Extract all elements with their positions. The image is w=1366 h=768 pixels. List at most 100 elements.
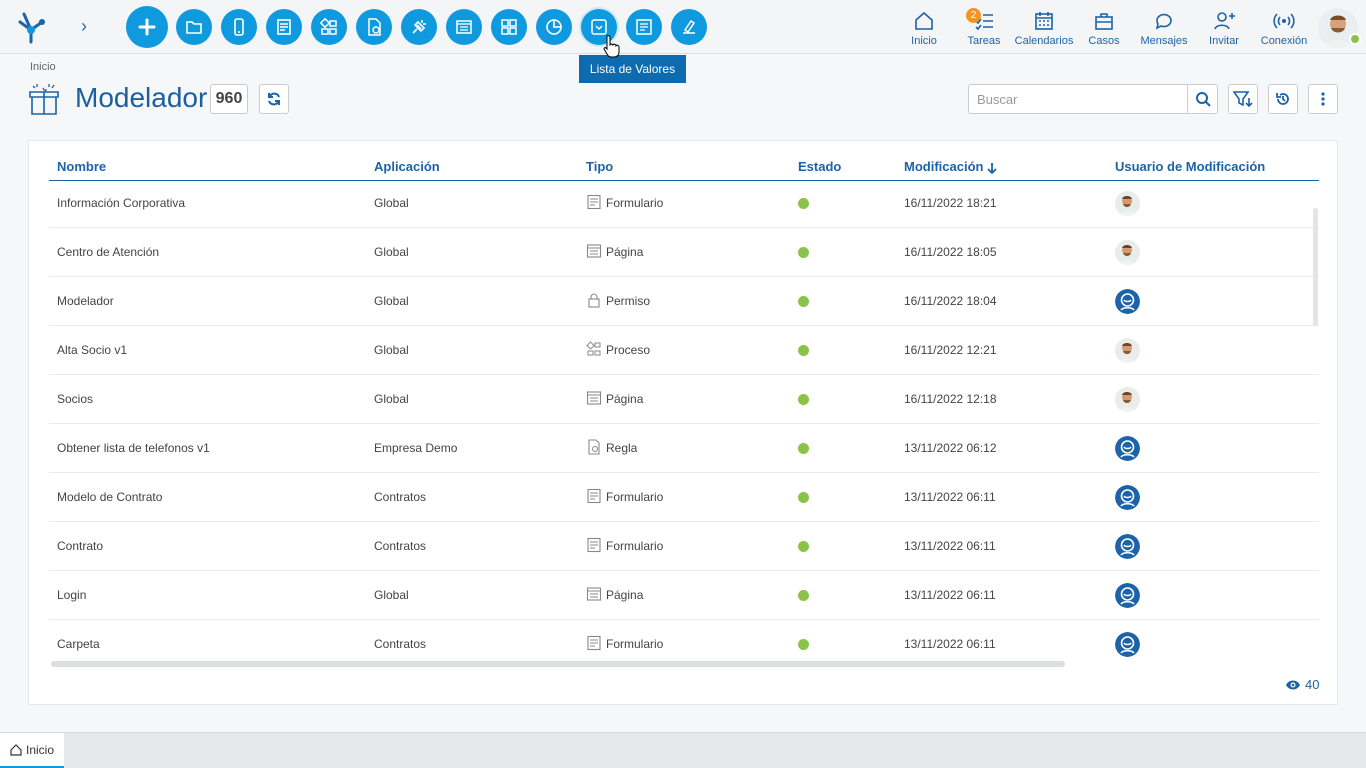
table-row[interactable]: Centro de Atención Global Página 16/11/2022… xyxy=(49,228,1319,277)
table-row[interactable]: Alta Socio v1 Global Proceso 16/11/2022 12:… xyxy=(49,326,1319,375)
table-row[interactable]: Socios Global Página 16/11/2022 12:18 xyxy=(49,375,1319,424)
nav-calendarios[interactable]: Calendarios xyxy=(1014,8,1074,48)
cell-nombre: Contrato xyxy=(57,539,104,553)
value-list-button[interactable] xyxy=(581,9,617,45)
mobile-button[interactable] xyxy=(221,9,257,45)
cell-aplicacion: Global xyxy=(374,392,409,406)
user-avatar-small[interactable] xyxy=(1115,338,1140,363)
dashboard-button[interactable] xyxy=(491,9,527,45)
view-count-value: 40 xyxy=(1305,677,1320,692)
cell-tipo-label: Página xyxy=(606,245,644,259)
nav-casos[interactable]: Casos xyxy=(1084,8,1124,48)
status-dot xyxy=(798,639,809,650)
integration-button[interactable] xyxy=(401,9,437,45)
nav-conexion[interactable]: Conexión xyxy=(1258,8,1310,48)
cell-modificacion: 13/11/2022 06:11 xyxy=(904,637,996,651)
page-button[interactable] xyxy=(446,9,482,45)
cell-aplicacion: Global xyxy=(374,294,409,308)
table-row[interactable]: Modelo de Contrato Contratos Formulario 13/… xyxy=(49,473,1319,522)
table-row[interactable]: Login Global Página 13/11/2022 06:11 xyxy=(49,571,1319,620)
rule-button[interactable] xyxy=(356,9,392,45)
cell-tipo-label: Formulario xyxy=(606,637,664,651)
nav-invitar[interactable]: Invitar xyxy=(1204,8,1244,48)
column-header-usuario[interactable]: Usuario de Modificación xyxy=(1115,159,1266,174)
search-input[interactable] xyxy=(968,84,1188,114)
cell-tipo: Formulario xyxy=(586,636,664,651)
tab-label: Inicio xyxy=(25,742,54,757)
report-button[interactable] xyxy=(626,9,662,45)
form-type-icon xyxy=(587,538,601,553)
cell-modificacion: 16/11/2022 18:21 xyxy=(904,196,997,210)
invite-icon xyxy=(1214,12,1235,30)
table-row[interactable]: Contrato Contratos Formulario 13/11/2022 06… xyxy=(49,522,1319,571)
cell-nombre: Modelo de Contrato xyxy=(57,490,163,504)
top-bar: › Inicio Tareas 2 xyxy=(0,0,1366,54)
process-icon xyxy=(319,17,337,35)
user-avatar-small[interactable] xyxy=(1115,289,1140,314)
table-row[interactable]: Información Corporativa Global Formulario 1… xyxy=(49,179,1319,228)
status-dot xyxy=(798,492,809,503)
cell-tipo: Regla xyxy=(586,439,637,455)
history-button[interactable] xyxy=(1268,84,1298,114)
nav-label: Mensajes xyxy=(1140,35,1188,47)
deploy-button[interactable] xyxy=(671,9,707,45)
connection-icon xyxy=(1273,13,1295,29)
eye-icon xyxy=(1286,680,1300,689)
horizontal-scrollbar[interactable] xyxy=(51,661,1065,667)
chart-button[interactable] xyxy=(536,9,572,45)
user-avatar-small[interactable] xyxy=(1115,632,1140,657)
tooltip: Lista de Valores xyxy=(579,55,686,83)
column-header-tipo[interactable]: Tipo xyxy=(586,159,614,174)
table-row[interactable]: Modelador Global Permiso 16/11/2022 18:04 xyxy=(49,277,1319,326)
refresh-button[interactable] xyxy=(259,84,289,114)
status-dot xyxy=(798,394,809,405)
new-button[interactable] xyxy=(126,6,168,48)
cell-tipo: Formulario xyxy=(586,195,663,210)
search-button[interactable] xyxy=(1188,84,1218,114)
page-icon xyxy=(456,20,472,34)
mobile-icon xyxy=(234,18,244,36)
user-avatar-small[interactable] xyxy=(1115,191,1140,216)
cell-modificacion: 13/11/2022 06:11 xyxy=(904,539,996,553)
grid-icon xyxy=(501,19,517,35)
status-dot xyxy=(798,590,809,601)
search-icon xyxy=(1195,92,1211,107)
column-header-nombre[interactable]: Nombre xyxy=(57,159,107,174)
home-icon xyxy=(10,743,22,756)
folder-button[interactable] xyxy=(176,9,212,45)
tab-inicio[interactable]: Inicio xyxy=(0,733,64,768)
table-row[interactable]: Carpeta Contratos Formulario 13/11/2022 06:… xyxy=(49,620,1319,659)
vertical-scrollbar[interactable] xyxy=(1313,208,1318,326)
column-header-estado[interactable]: Estado xyxy=(798,159,842,174)
page-title: Modelador xyxy=(75,82,208,113)
app-logo[interactable] xyxy=(12,8,50,46)
cell-tipo-label: Permiso xyxy=(606,294,651,308)
filter-button[interactable] xyxy=(1228,84,1258,114)
form-icon xyxy=(277,19,291,35)
user-avatar-small[interactable] xyxy=(1115,485,1140,510)
user-avatar-small[interactable] xyxy=(1115,240,1140,265)
expand-menu-chevron-icon[interactable]: › xyxy=(81,16,87,36)
cell-aplicacion: Contratos xyxy=(374,490,427,504)
form-button[interactable] xyxy=(266,9,302,45)
user-avatar-small[interactable] xyxy=(1115,583,1140,608)
nav-tareas[interactable]: Tareas 2 xyxy=(964,8,1004,48)
cell-tipo-label: Proceso xyxy=(606,343,651,357)
nav-mensajes[interactable]: Mensajes xyxy=(1138,8,1190,48)
user-avatar-small[interactable] xyxy=(1115,436,1140,461)
more-options-button[interactable] xyxy=(1308,84,1338,114)
user-avatar-small[interactable] xyxy=(1115,387,1140,412)
table-row[interactable]: Obtener lista de telefonos v1 Empresa Dem… xyxy=(49,424,1319,473)
column-header-aplicacion[interactable]: Aplicación xyxy=(374,159,440,174)
breadcrumb[interactable]: Inicio xyxy=(30,61,56,73)
cell-tipo: Página xyxy=(586,391,643,406)
tools-icon xyxy=(683,19,696,34)
filter-icon xyxy=(1233,91,1253,108)
cell-modificacion: 13/11/2022 06:12 xyxy=(904,441,997,455)
cell-modificacion: 13/11/2022 06:11 xyxy=(904,490,996,504)
nav-inicio[interactable]: Inicio xyxy=(904,8,944,48)
page-type-icon xyxy=(586,587,602,601)
column-header-modificacion[interactable]: Modificación xyxy=(904,159,997,174)
process-button[interactable] xyxy=(311,9,347,45)
user-avatar-small[interactable] xyxy=(1115,534,1140,559)
